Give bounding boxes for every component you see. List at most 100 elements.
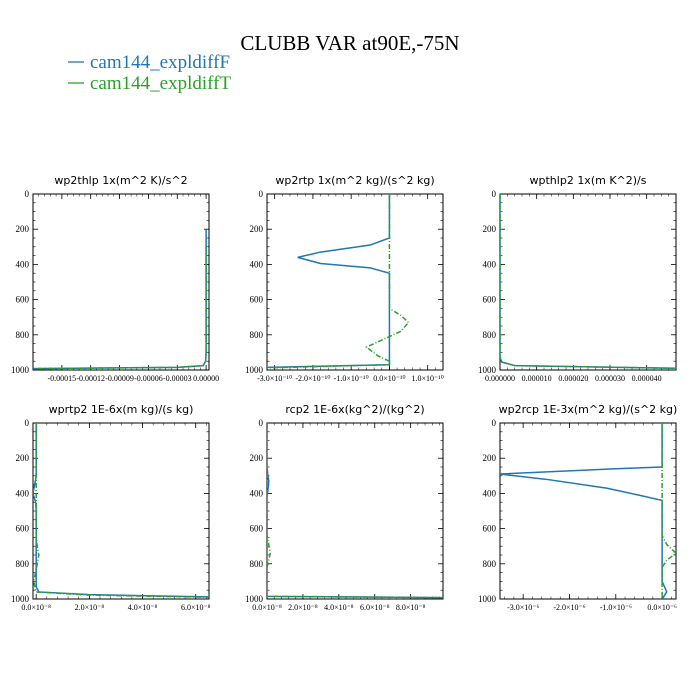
y-tick-label: 400 [250, 488, 264, 498]
y-tick-label: 800 [16, 559, 30, 569]
x-tick-label: -0.00015 [48, 374, 77, 383]
legend: cam144_expldiffF cam144_expldiffT [68, 52, 231, 94]
plot-frame [266, 422, 444, 600]
y-tick-label: 800 [250, 330, 264, 340]
y-tick-label: 600 [16, 295, 30, 305]
x-tick-label: -2.0×10⁻¹⁰ [295, 374, 330, 383]
series-line-cam144_expldiffF [500, 423, 668, 599]
series-line-cam144_expldiffT [661, 423, 676, 599]
series-line-cam144_expldiffF [33, 229, 207, 370]
y-tick-label: 600 [483, 295, 497, 305]
legend-label-expldiffF: cam144_expldiffF [90, 52, 230, 73]
plot-frame [32, 422, 210, 600]
panel-title: wp2thlp 1x(m^2 K)/s^2 [54, 174, 187, 187]
x-tick-label: 0.000000 [485, 374, 515, 383]
x-tick-label: -2.0×10⁻⁶ [553, 603, 585, 612]
x-tick-label: -0.00009 [105, 374, 134, 383]
x-tick-label: 4.0×10⁻⁸ [324, 603, 354, 612]
panel-wp2rcp: wp2rcp 1E-3x(m^2 kg)/(s^2 kg)0 200 400 600 8… [478, 403, 677, 612]
x-tick-label: 0.000030 [595, 374, 625, 383]
series-line-cam144_expldiffF [33, 423, 209, 598]
y-tick-label: 1000 [245, 594, 264, 604]
x-tick-label: 6.0×10⁻⁸ [181, 603, 211, 612]
y-tick-label: 800 [16, 330, 30, 340]
x-tick-label: -3.0×10⁻⁶ [507, 603, 539, 612]
x-tick-label: -3.0×10⁻¹⁰ [257, 374, 292, 383]
panel-title: wprtp2 1E-6x(m kg)/(s kg) [49, 403, 194, 416]
x-tick-label: 0.000020 [558, 374, 588, 383]
y-tick-label: 1000 [478, 365, 497, 375]
x-tick-label: 0.000010 [522, 374, 552, 383]
y-tick-label: 0 [25, 418, 30, 428]
series-line-cam144_expldiffT [267, 194, 410, 369]
x-tick-label: -1.0×10⁻¹⁰ [334, 374, 369, 383]
y-tick-label: 600 [16, 524, 30, 534]
x-tick-label: 0.0×10⁻⁶ [647, 603, 677, 612]
panel-wp2thlp: wp2thlp 1x(m^2 K)/s^2 0 200 400 600 800 1000 -0… [11, 174, 219, 383]
y-tick-label: 0 [492, 189, 497, 199]
y-tick-label: 200 [16, 224, 30, 234]
y-tick-label: 400 [16, 488, 30, 498]
panel-rcp2: rcp2 1E-6x(kg^2)/(kg^2) 0 200 400 600 800 1000… [245, 403, 444, 612]
series-line-cam144_expldiffF [267, 194, 391, 369]
y-tick-label: 800 [483, 559, 497, 569]
y-tick-label: 800 [250, 559, 264, 569]
plot-frame [499, 422, 677, 600]
y-tick-label: 800 [483, 330, 497, 340]
y-tick-label: 1000 [11, 594, 30, 604]
y-tick-label: 1000 [478, 594, 497, 604]
x-tick-label: -0.00012 [76, 374, 105, 383]
x-tick-label: 0.000040 [632, 374, 662, 383]
y-tick-label: 200 [250, 453, 264, 463]
x-tick-label: 8.0×10⁻⁸ [396, 603, 426, 612]
y-tick-label: 0 [25, 189, 30, 199]
panel-title: wp2rcp 1E-3x(m^2 kg)/(s^2 kg) [499, 403, 678, 416]
y-tick-label: 1000 [245, 365, 264, 375]
panel-title: wpthlp2 1x(m K^2)/s [530, 174, 647, 187]
y-tick-label: 1000 [11, 365, 30, 375]
y-tick-label: 400 [250, 259, 264, 269]
x-tick-label: 0.0×10⁻⁸ [21, 603, 51, 612]
y-tick-label: 200 [16, 453, 30, 463]
y-tick-label: 400 [483, 488, 497, 498]
figure-title: CLUBB VAR at90E,-75N [240, 31, 459, 55]
series-line-cam144_expldiffT [33, 246, 207, 370]
series-line-cam144_expldiffT [33, 423, 209, 598]
y-tick-label: 600 [250, 295, 264, 305]
x-tick-label: 0.0×10⁻¹⁰ [373, 374, 405, 383]
series-line-cam144_expldiffT [267, 423, 443, 599]
plot-frame [32, 193, 210, 371]
y-tick-label: 400 [483, 259, 497, 269]
x-tick-label: 1.0×10⁻¹⁰ [412, 374, 444, 383]
x-tick-label: -1.0×10⁻⁶ [600, 603, 632, 612]
x-tick-label: -0.00003 [163, 374, 192, 383]
panel-wp2rtp: wp2rtp 1x(m^2 kg)/(s^2 kg) 0 200 400 600 800 1… [245, 174, 444, 383]
y-tick-label: 200 [483, 224, 497, 234]
legend-label-expldiffT: cam144_expldiffT [90, 73, 231, 94]
panel-wprtp2: wprtp2 1E-6x(m kg)/(s kg) 0 200 400 600 800 10… [11, 403, 211, 612]
x-tick-label: 2.0×10⁻⁸ [75, 603, 105, 612]
series-line-cam144_expldiffF [267, 423, 443, 599]
x-tick-label: 2.0×10⁻⁸ [288, 603, 318, 612]
y-tick-label: 0 [259, 189, 264, 199]
series-line-cam144_expldiffT [500, 194, 676, 369]
series-line-cam144_expldiffF [500, 194, 676, 369]
plot-frame [499, 193, 677, 371]
panel-title: wp2rtp 1x(m^2 kg)/(s^2 kg) [275, 174, 434, 187]
panel-wpthlp2: wpthlp2 1x(m K^2)/s020040060080010000.00… [478, 174, 677, 383]
x-tick-label: 0.00000 [193, 374, 219, 383]
panel-title: rcp2 1E-6x(kg^2)/(kg^2) [285, 403, 424, 416]
y-tick-label: 600 [483, 524, 497, 534]
y-tick-label: 600 [250, 524, 264, 534]
x-tick-label: 6.0×10⁻⁸ [360, 603, 390, 612]
x-tick-label: 4.0×10⁻⁸ [128, 603, 158, 612]
x-tick-label: -0.00006 [134, 374, 163, 383]
x-tick-label: 0.0×10⁻⁸ [252, 603, 282, 612]
y-tick-label: 0 [259, 418, 264, 428]
y-tick-label: 200 [483, 453, 497, 463]
plot-frame [266, 193, 444, 371]
y-tick-label: 400 [16, 259, 30, 269]
y-tick-label: 200 [250, 224, 264, 234]
y-tick-label: 0 [492, 418, 497, 428]
